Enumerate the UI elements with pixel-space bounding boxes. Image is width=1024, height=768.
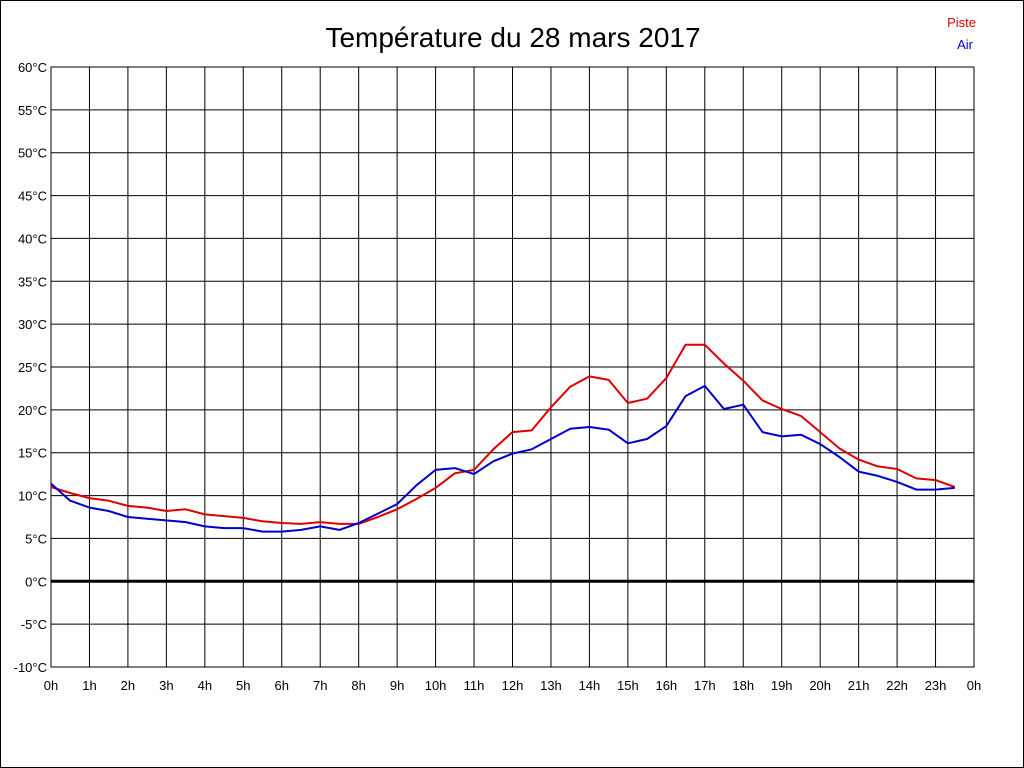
x-tick-label: 17h — [694, 678, 716, 693]
series-group — [50, 343, 956, 533]
y-tick-label: 20°C — [18, 403, 47, 418]
y-tick-label: 35°C — [18, 274, 47, 289]
y-tick-label: 60°C — [18, 60, 47, 75]
y-tick-label: 40°C — [18, 231, 47, 246]
y-tick-label: 30°C — [18, 317, 47, 332]
x-tick-label: 6h — [275, 678, 289, 693]
y-tick-label: 10°C — [18, 489, 47, 504]
x-tick-label: 14h — [579, 678, 601, 693]
x-tick-label: 2h — [121, 678, 135, 693]
y-tick-label: 55°C — [18, 103, 47, 118]
x-tick-label: 15h — [617, 678, 639, 693]
x-tick-label: 8h — [351, 678, 365, 693]
x-tick-label: 10h — [425, 678, 447, 693]
x-tick-label: 16h — [655, 678, 677, 693]
y-tick-label: -5°C — [21, 617, 47, 632]
x-tick-label: 3h — [159, 678, 173, 693]
grid — [50, 66, 975, 668]
plot-area-border — [50, 66, 975, 668]
x-tick-label: 0h — [44, 678, 58, 693]
x-tick-label: 23h — [925, 678, 947, 693]
x-tick-label: 11h — [464, 678, 485, 693]
series-line-piste — [50, 343, 956, 525]
x-tick-label: 13h — [540, 678, 562, 693]
x-tick-label: 7h — [313, 678, 327, 693]
y-tick-label: 5°C — [25, 531, 47, 546]
x-tick-label: 9h — [390, 678, 404, 693]
y-tick-label: 15°C — [18, 446, 47, 461]
chart-title: Température du 28 mars 2017 — [325, 22, 700, 53]
x-tick-label: 19h — [771, 678, 793, 693]
x-tick-label: 5h — [236, 678, 250, 693]
x-tick-label: 18h — [732, 678, 754, 693]
x-tick-label: 20h — [809, 678, 831, 693]
legend-entry-piste: Piste — [947, 15, 976, 30]
x-tick-label: 1h — [82, 678, 96, 693]
axes: 0h 1h 2h 3h 4h 5h 6h 7h 8h 9h 10h 11h 12h 13h 14h 15h 16… — [14, 60, 982, 693]
y-tick-label: 0°C — [25, 574, 47, 589]
x-tick-label: 4h — [198, 678, 212, 693]
x-tick-label: 22h — [886, 678, 908, 693]
y-tick-label: 25°C — [18, 360, 47, 375]
legend-entry-air: Air — [957, 37, 974, 52]
legend: Piste Air — [947, 15, 976, 52]
y-tick-label: 45°C — [18, 189, 47, 204]
x-tick-label: 21h — [848, 678, 870, 693]
series-line-air — [50, 384, 955, 533]
y-tick-label: 50°C — [18, 146, 47, 161]
x-tick-label: 0h — [967, 678, 981, 693]
x-tick-label: 12h — [502, 678, 524, 693]
y-tick-label: -10°C — [14, 660, 47, 675]
